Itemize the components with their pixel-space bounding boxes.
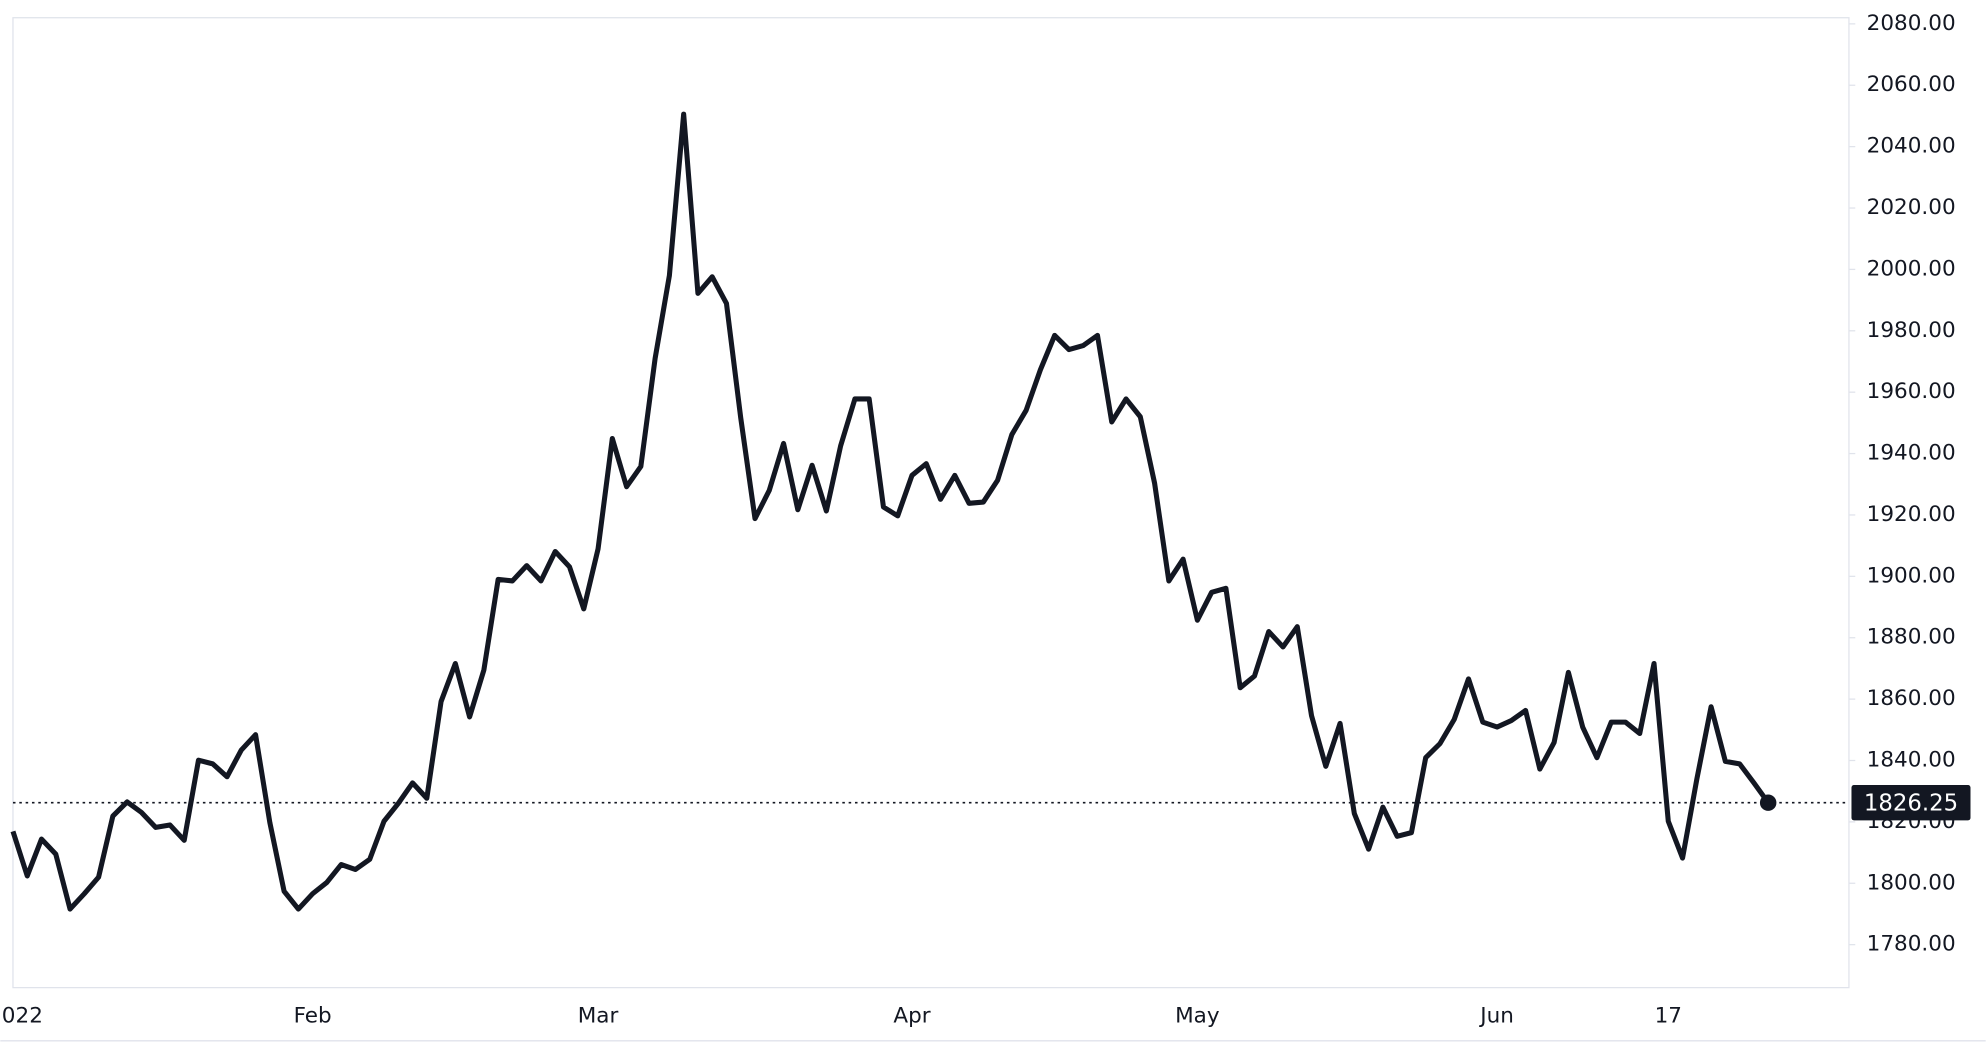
x-tick-label: Apr	[893, 1004, 930, 1029]
y-tick-label: 1900.00	[1867, 563, 1956, 588]
plot-frame	[12, 17, 1850, 989]
price-line	[10, 111, 1771, 912]
y-tick-label: 2000.00	[1867, 256, 1956, 281]
y-tick-label: 1980.00	[1867, 318, 1956, 343]
x-tick-label: Feb	[294, 1004, 332, 1029]
last-price-label: 1826.25	[1864, 790, 1958, 816]
y-tick-label: 1920.00	[1867, 502, 1956, 527]
y-tick-label: 2060.00	[1867, 72, 1956, 97]
y-tick-label: 1780.00	[1867, 932, 1956, 957]
y-tick-label: 1840.00	[1867, 747, 1956, 772]
x-tick-label: Mar	[578, 1004, 619, 1029]
y-tick-label: 1860.00	[1867, 686, 1956, 711]
y-tick-label: 1960.00	[1867, 379, 1956, 404]
x-tick-label: Jun	[1478, 1004, 1514, 1029]
last-price-box	[1851, 784, 1971, 821]
y-tick-label: 1940.00	[1867, 441, 1956, 466]
x-tick-label: 2022	[0, 1004, 43, 1029]
y-tick-label: 2020.00	[1867, 195, 1956, 220]
y-tick-label: 2040.00	[1867, 134, 1956, 159]
y-tick-label: 1880.00	[1867, 625, 1956, 650]
x-tick-label: May	[1175, 1004, 1220, 1029]
y-tick-label: 2080.00	[1867, 11, 1956, 36]
y-tick-label: 1800.00	[1867, 870, 1956, 895]
last-point	[1759, 794, 1777, 811]
x-tick-label: 17	[1655, 1004, 1682, 1029]
